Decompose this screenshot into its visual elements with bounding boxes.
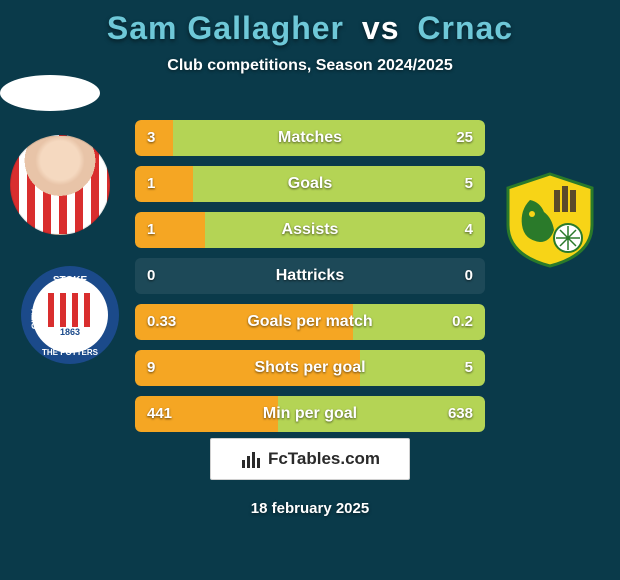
fctables-logo[interactable]: FcTables.com [210, 438, 410, 480]
logo-text: FcTables.com [268, 449, 380, 469]
stat-label: Assists [135, 212, 485, 248]
stat-row: 14Assists [135, 212, 485, 248]
comparison-card: Sam Gallagher vs Crnac Club competitions… [0, 0, 620, 580]
stoke-badge-icon: STOKE THE POTTERS 1863 CITY [20, 265, 120, 365]
stat-label: Matches [135, 120, 485, 156]
vs-text: vs [362, 10, 400, 46]
stat-row: 441638Min per goal [135, 396, 485, 432]
svg-text:THE POTTERS: THE POTTERS [42, 348, 99, 357]
stat-label: Goals [135, 166, 485, 202]
stat-label: Hattricks [135, 258, 485, 294]
stat-row: 00Hattricks [135, 258, 485, 294]
player2-avatar-placeholder [0, 75, 100, 111]
subtitle: Club competitions, Season 2024/2025 [0, 57, 620, 75]
stat-row: 0.330.2Goals per match [135, 304, 485, 340]
stat-row: 95Shots per goal [135, 350, 485, 386]
player1-avatar [10, 135, 110, 235]
player1-name: Sam Gallagher [107, 10, 344, 46]
player2-club-badge [500, 170, 600, 270]
date-text: 18 february 2025 [0, 500, 620, 517]
stat-row: 325Matches [135, 120, 485, 156]
stat-label: Min per goal [135, 396, 485, 432]
svg-text:CITY: CITY [30, 309, 40, 330]
player1-club-badge: STOKE THE POTTERS 1863 CITY [20, 265, 120, 365]
svg-text:STOKE: STOKE [53, 275, 88, 286]
norwich-badge-icon [500, 170, 600, 270]
stat-label: Goals per match [135, 304, 485, 340]
svg-text:1863: 1863 [60, 327, 80, 337]
page-title: Sam Gallagher vs Crnac [0, 10, 620, 47]
stats-panel: 325Matches 15Goals 14Assists 00Hattricks 0.3… [135, 120, 485, 442]
chart-icon [240, 448, 262, 470]
stat-row: 15Goals [135, 166, 485, 202]
player2-name: Crnac [417, 10, 513, 46]
stat-label: Shots per goal [135, 350, 485, 386]
